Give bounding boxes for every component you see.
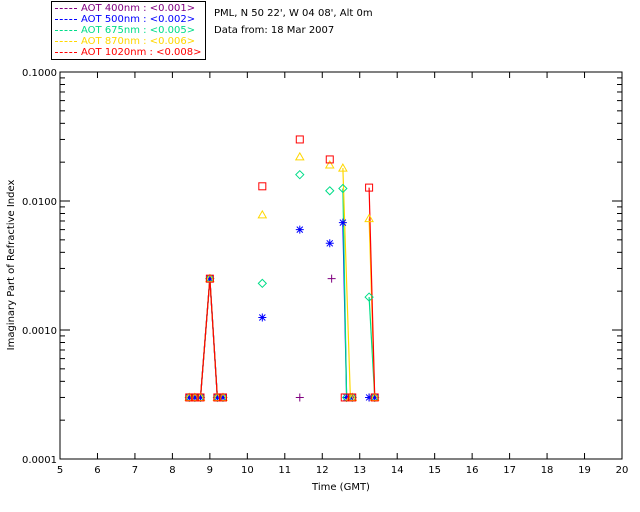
legend-label: AOT 500nm : <0.002> xyxy=(81,14,196,25)
y-tick-label: 0.1000 xyxy=(22,68,57,79)
data-point xyxy=(295,169,305,180)
x-tick-label: 18 xyxy=(541,465,554,476)
data-point xyxy=(213,393,222,402)
data-point xyxy=(325,155,334,164)
legend-swatch xyxy=(55,7,77,9)
data-point xyxy=(190,393,199,402)
legend-item-675nm: AOT 675nm : <0.005> xyxy=(55,25,195,37)
legend-item-1020nm: AOT 1020nm : <0.008> xyxy=(55,47,201,59)
data-point xyxy=(196,393,205,402)
site-info: PML, N 50 22', W 04 08', Alt 0m xyxy=(214,8,373,19)
legend-label: AOT 870nm : <0.006> xyxy=(81,36,196,47)
legend-swatch xyxy=(55,40,77,42)
data-point xyxy=(258,182,267,191)
data-point xyxy=(338,183,348,194)
x-axis-label: Time (GMT) xyxy=(311,482,370,493)
x-tick-label: 11 xyxy=(278,465,291,476)
data-point xyxy=(205,274,214,283)
data-point xyxy=(364,213,374,223)
y-tick-label: 0.0010 xyxy=(22,326,57,337)
data-point xyxy=(370,393,379,402)
x-tick-label: 13 xyxy=(353,465,366,476)
plot-area xyxy=(59,71,623,460)
data-point xyxy=(338,218,347,227)
y-axis-label: Imaginary Part of Refractive Index xyxy=(6,180,17,351)
data-point xyxy=(295,393,304,402)
data-point xyxy=(348,393,357,402)
data-point xyxy=(190,393,199,402)
data-point xyxy=(365,393,374,402)
data-point xyxy=(218,393,227,402)
data-point xyxy=(294,151,305,161)
data-point xyxy=(369,392,380,401)
legend: AOT 400nm : <0.001> AOT 500nm : <0.002> … xyxy=(51,1,206,60)
y-tick-label: 0.0001 xyxy=(22,455,57,466)
x-axis: 5 6 7 8 9 10 11 12 13 14 15 16 17 18 19 20 xyxy=(57,72,629,476)
legend-label: AOT 400nm : <0.001> xyxy=(81,3,196,14)
data-point xyxy=(205,274,214,283)
data-point xyxy=(295,225,304,234)
data-point xyxy=(370,393,379,402)
x-tick-label: 5 xyxy=(57,465,63,476)
legend-swatch xyxy=(55,29,77,31)
data-point xyxy=(325,186,335,196)
y-tick-label: 0.0100 xyxy=(22,197,57,208)
x-tick-label: 8 xyxy=(169,465,175,476)
x-tick-label: 16 xyxy=(466,465,479,476)
data-point xyxy=(196,393,205,402)
series-line xyxy=(189,278,223,399)
data-point xyxy=(218,393,227,402)
x-tick-label: 9 xyxy=(207,465,213,476)
data-point xyxy=(295,135,304,144)
legend-label: AOT 1020nm : <0.008> xyxy=(81,47,202,58)
series-line xyxy=(189,278,223,399)
x-tick-label: 14 xyxy=(391,465,404,476)
data-point xyxy=(257,278,268,289)
data-point xyxy=(364,292,374,302)
data-point xyxy=(205,273,215,284)
series-lines xyxy=(189,168,376,399)
data-point xyxy=(338,163,348,172)
legend-swatch xyxy=(55,18,77,20)
legend-item-870nm: AOT 870nm : <0.006> xyxy=(55,36,195,48)
data-date: Data from: 18 Mar 2007 xyxy=(214,25,335,36)
series-line xyxy=(368,187,376,398)
data-point xyxy=(257,209,268,219)
legend-swatch xyxy=(55,51,77,53)
x-tick-label: 19 xyxy=(578,465,591,476)
x-tick-label: 7 xyxy=(132,465,138,476)
data-point xyxy=(342,393,351,402)
x-tick-label: 12 xyxy=(316,465,329,476)
data-point xyxy=(347,392,358,401)
data-point xyxy=(213,393,222,402)
series-line xyxy=(189,278,223,399)
data-point xyxy=(325,239,334,248)
series-markers xyxy=(184,135,380,403)
x-tick-label: 20 xyxy=(616,465,629,476)
data-point xyxy=(185,393,194,402)
x-tick-label: 15 xyxy=(428,465,441,476)
legend-label: AOT 675nm : <0.005> xyxy=(81,25,196,36)
x-tick-label: 6 xyxy=(94,465,100,476)
data-point xyxy=(258,313,267,322)
data-point xyxy=(185,393,194,402)
series-line xyxy=(189,278,223,399)
data-point xyxy=(327,274,336,283)
legend-item-500nm: AOT 500nm : <0.002> xyxy=(55,14,195,26)
data-point xyxy=(324,160,335,169)
series-line xyxy=(189,278,223,399)
y-axis: 0.0001 0.0010 0.0100 0.1000 xyxy=(22,68,622,466)
x-tick-label: 17 xyxy=(503,465,516,476)
data-point xyxy=(365,183,374,192)
legend-item-400nm: AOT 400nm : <0.001> xyxy=(55,3,195,15)
x-tick-label: 10 xyxy=(241,465,254,476)
